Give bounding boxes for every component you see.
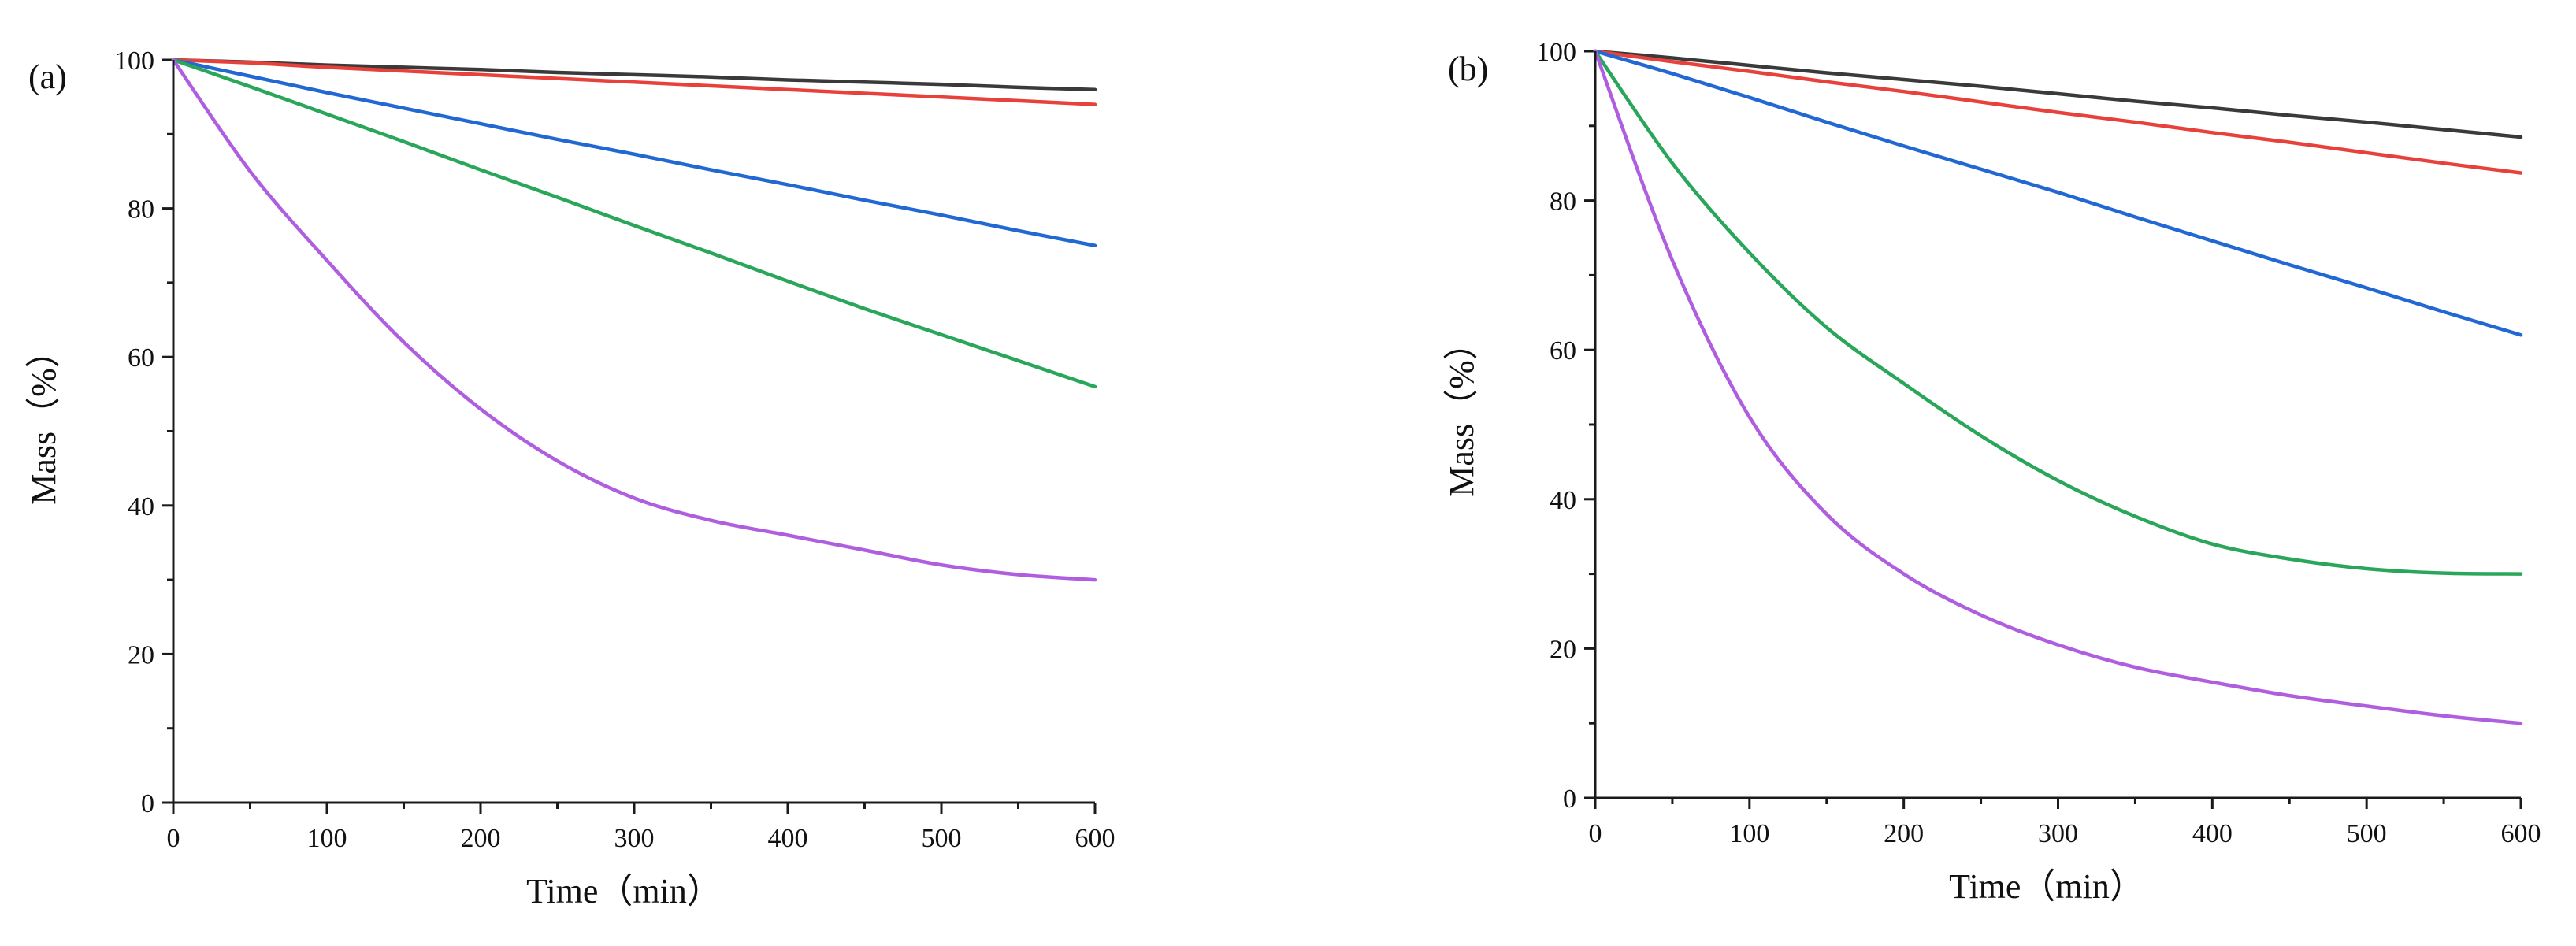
- series-line-black-a: [171, 58, 1097, 91]
- series-group-a: [171, 58, 1097, 582]
- x-tick-label: 200: [1884, 819, 1924, 848]
- y-tick-label: 100: [1536, 38, 1576, 67]
- panel-a: (a) 0 100 200 300 400 500 600 0 20 40 60 80 100 Time…: [24, 46, 1115, 911]
- y-tick-label: 80: [1550, 187, 1576, 217]
- x-tick-label: 100: [307, 824, 347, 853]
- y-axis-title-b: Mass（%）: [1442, 325, 1481, 497]
- axes-frame-a: [172, 60, 1095, 804]
- series-line-red-b: [1593, 49, 2523, 175]
- x-tick-label: 500: [922, 824, 962, 853]
- x-tick-label: 200: [461, 824, 501, 853]
- x-tick-label: 300: [2038, 819, 2078, 848]
- x-tick-label: 100: [1729, 819, 1769, 848]
- tick-label-group-b: 0 100 200 300 400 500 600 0 20 40 60 80 100: [1536, 38, 2541, 848]
- series-line-purple-a: [171, 58, 1097, 582]
- y-tick-label: 20: [1550, 635, 1576, 664]
- x-axis-title-a: Time（min）: [526, 872, 722, 911]
- y-axis-title-a: Mass（%）: [24, 333, 63, 505]
- y-tick-label: 0: [1563, 785, 1576, 814]
- panel-label-a: (a): [28, 58, 67, 96]
- series-line-purple-b: [1593, 49, 2523, 725]
- x-tick-label: 600: [1075, 824, 1115, 853]
- series-line-blue-b: [1593, 49, 2523, 337]
- x-tick-label: 400: [2192, 819, 2233, 848]
- x-axis-title-b: Time（min）: [1949, 867, 2144, 906]
- y-tick-label: 80: [128, 195, 154, 224]
- series-line-blue-a: [171, 58, 1097, 247]
- panel-b: (b) 0 100 200 300 400 500 600 0 20 40 60 80 100 Time…: [1442, 38, 2541, 906]
- series-line-green-a: [171, 58, 1097, 389]
- tick-group-b: [1584, 50, 2522, 809]
- tick-label-group-a: 0 100 200 300 400 500 600 0 20 40 60 80 100: [114, 46, 1115, 853]
- y-tick-label: 20: [128, 640, 154, 670]
- axes-frame-b: [1594, 51, 2521, 799]
- x-tick-label: 400: [768, 824, 808, 853]
- series-line-red-a: [171, 58, 1097, 106]
- y-tick-label: 100: [114, 46, 154, 76]
- y-tick-label: 60: [1550, 336, 1576, 365]
- y-tick-label: 40: [1550, 486, 1576, 515]
- x-tick-label: 600: [2501, 819, 2541, 848]
- x-tick-label: 0: [1589, 819, 1602, 848]
- x-tick-label: 0: [167, 824, 180, 853]
- y-tick-label: 0: [141, 789, 154, 818]
- x-tick-label: 500: [2347, 819, 2387, 848]
- y-tick-label: 60: [128, 343, 154, 373]
- tick-group-a: [162, 58, 1097, 814]
- x-tick-label: 300: [614, 824, 655, 853]
- panel-label-b: (b): [1448, 50, 1488, 88]
- series-group-b: [1593, 49, 2523, 725]
- series-line-black-b: [1593, 49, 2523, 139]
- series-line-green-b: [1593, 49, 2523, 576]
- y-tick-label: 40: [128, 492, 154, 521]
